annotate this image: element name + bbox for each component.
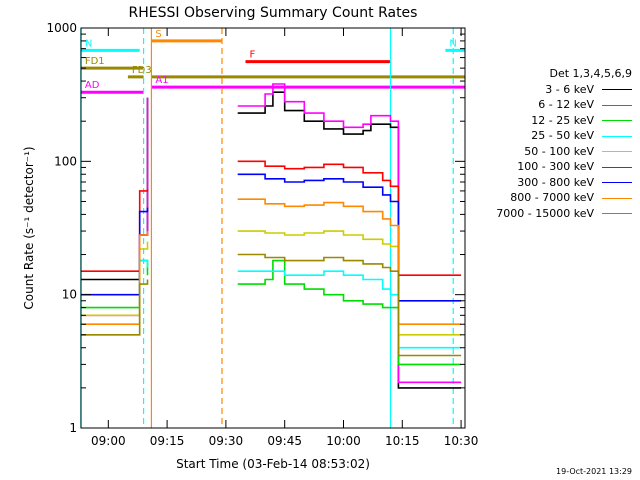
y-tick-label-3: 1000: [46, 21, 77, 35]
flag-label-4: FD1: [85, 56, 105, 67]
x-tick-label-0: 09:00: [91, 434, 126, 448]
legend-entry-4: 50 - 100 keV: [472, 144, 632, 160]
y-axis-title: Count Rate (s⁻¹ detector⁻¹): [22, 146, 36, 309]
x-axis-ticks: 09:00 09:15 09:30 09:45 10:00 10:15 10:30: [91, 28, 478, 448]
series-line-7: [80, 198, 462, 325]
flag-label-0: S: [155, 29, 161, 40]
legend-entry-7: 800 - 7000 keV: [472, 190, 632, 206]
legend: Det 1,3,4,5,6,9 3 - 6 keV 6 - 12 keV 12 - …: [472, 66, 632, 221]
legend-entry-0: 3 - 6 keV: [472, 82, 632, 98]
legend-swatch: [602, 120, 632, 121]
legend-entry-3: 25 - 50 keV: [472, 128, 632, 144]
series-line-6: [80, 173, 462, 302]
flag-label-7: AD: [85, 80, 100, 91]
legend-label: 100 - 300 keV: [517, 160, 594, 173]
series-line-5: [80, 160, 462, 276]
flag-label-1: N: [85, 38, 92, 49]
legend-label: 800 - 7000 keV: [510, 191, 594, 204]
legend-label: 50 - 100 keV: [524, 144, 594, 158]
legend-label: 3 - 6 keV: [545, 82, 594, 96]
legend-label: 25 - 50 keV: [531, 129, 594, 142]
x-tick-label-1: 09:15: [150, 434, 185, 448]
flag-bars: SNNFFD1FD3ADA1: [80, 29, 465, 94]
series-line-2: [80, 259, 462, 366]
legend-label: 6 - 12 keV: [538, 98, 594, 111]
legend-label: 300 - 800 keV: [517, 175, 594, 189]
legend-swatch: [602, 166, 632, 168]
footer-timestamp: 19-Oct-2021 13:29: [556, 467, 632, 476]
x-tick-label-2: 09:30: [209, 434, 244, 448]
legend-label: 7000 - 15000 keV: [496, 206, 594, 220]
y-tick-label-0: 1: [69, 421, 77, 435]
flag-label-8: A1: [155, 75, 168, 86]
legend-swatch: [602, 213, 632, 214]
series-line-0: [80, 91, 462, 389]
legend-swatch: [602, 135, 632, 137]
legend-swatch: [602, 89, 632, 90]
legend-entry-1: 6 - 12 keV: [472, 97, 632, 113]
legend-swatch: [602, 197, 632, 199]
legend-label: 12 - 25 keV: [531, 113, 594, 127]
x-tick-label-6: 10:30: [444, 434, 479, 448]
x-tick-label-3: 09:45: [267, 434, 302, 448]
y-tick-label-2: 100: [54, 154, 77, 168]
flag-label-3: F: [249, 50, 255, 61]
legend-entry-8: 7000 - 15000 keV: [472, 206, 632, 222]
y-tick-label-1: 10: [62, 288, 77, 302]
legend-swatch: [602, 104, 632, 106]
legend-swatch: [602, 182, 632, 183]
series-line-4: [80, 230, 462, 336]
series-lines: [80, 83, 462, 389]
x-axis-title: Start Time (03-Feb-14 08:53:02): [176, 457, 370, 471]
flag-label-6: FD3: [132, 65, 152, 76]
x-tick-label-5: 10:15: [385, 434, 420, 448]
legend-entry-6: 300 - 800 keV: [472, 175, 632, 191]
legend-entries: 3 - 6 keV 6 - 12 keV 12 - 25 keV 25 - 50 ke…: [472, 82, 632, 222]
x-tick-label-4: 10:00: [326, 434, 361, 448]
axes: 09:00 09:15 09:30 09:45 10:00 10:15 10:30 1101…: [46, 21, 478, 448]
legend-swatch: [602, 151, 632, 152]
legend-entry-5: 100 - 300 keV: [472, 159, 632, 175]
chart-title: RHESSI Observing Summary Count Rates: [129, 5, 418, 21]
y-axis-ticks: 1 10 100 1000: [46, 21, 465, 435]
legend-title: Det 1,3,4,5,6,9: [549, 67, 632, 80]
legend-entry-2: 12 - 25 keV: [472, 113, 632, 129]
series-line-8: [80, 253, 462, 357]
